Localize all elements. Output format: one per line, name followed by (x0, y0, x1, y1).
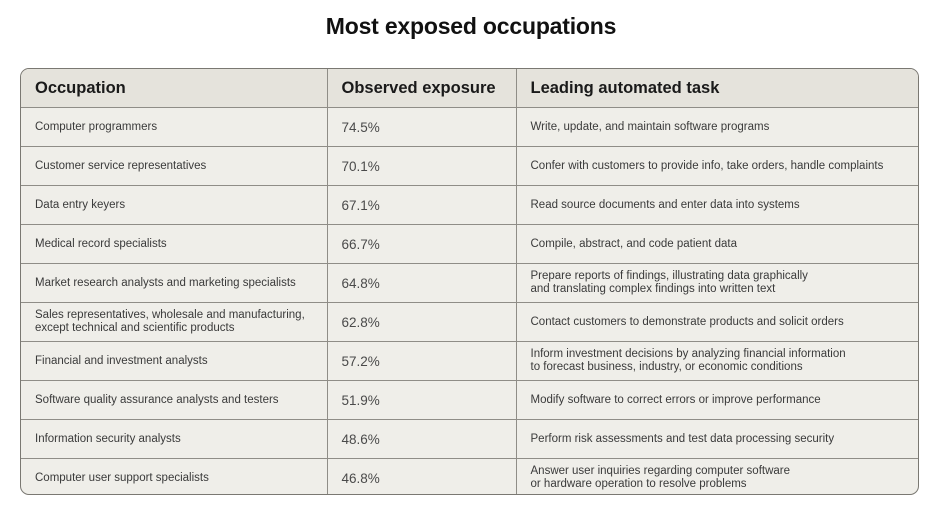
task-cell: Compile, abstract, and code patient data (515, 224, 918, 264)
occupation-cell: Market research analysts and marketing s… (21, 263, 328, 303)
page-title: Most exposed occupations (325, 13, 617, 39)
task-cell: Contact customers to demonstrate product… (515, 302, 918, 342)
table-row: Financial and investment analysts 57.2% … (21, 341, 918, 381)
occupation-cell: Customer service representatives (21, 146, 328, 186)
task-cell: Write, update, and maintain software pro… (515, 107, 918, 147)
table-row: Computer programmers 74.5% Write, update… (21, 107, 918, 147)
occupation-cell: Information security analysts (21, 419, 328, 459)
exposure-cell: 48.6% (326, 419, 517, 459)
task-cell: Prepare reports of findings, illustratin… (515, 263, 918, 303)
table-row: Data entry keyers 67.1% Read source docu… (21, 185, 918, 225)
table-row: Customer service representatives 70.1% C… (21, 146, 918, 186)
occupations-table: Occupation Observed exposure Leading aut… (20, 68, 919, 495)
table-row: Computer user support specialists 46.8% … (21, 458, 918, 494)
exposure-cell: 67.1% (326, 185, 517, 225)
task-cell: Confer with customers to provide info, t… (515, 146, 918, 186)
header-occupation: Occupation (21, 69, 328, 108)
table-row: Information security analysts 48.6% Perf… (21, 419, 918, 459)
occupation-cell: Medical record specialists (21, 224, 328, 264)
header-observed-exposure: Observed exposure (326, 69, 517, 108)
exposure-cell: 57.2% (326, 341, 517, 381)
task-cell: Inform investment decisions by analyzing… (515, 341, 918, 381)
exposure-cell: 62.8% (326, 302, 517, 342)
table-row: Software quality assurance analysts and … (21, 380, 918, 420)
exposure-cell: 70.1% (326, 146, 517, 186)
table-row: Sales representatives, wholesale and man… (21, 302, 918, 342)
occupation-cell: Computer user support specialists (21, 458, 328, 494)
occupation-cell: Data entry keyers (21, 185, 328, 225)
table-header-row: Occupation Observed exposure Leading aut… (21, 69, 918, 108)
task-cell: Modify software to correct errors or imp… (515, 380, 918, 420)
exposure-cell: 46.8% (326, 458, 517, 494)
exposure-cell: 64.8% (326, 263, 517, 303)
task-cell: Read source documents and enter data int… (515, 185, 918, 225)
header-leading-automated-task: Leading automated task (515, 69, 918, 108)
occupation-cell: Financial and investment analysts (21, 341, 328, 381)
exposure-cell: 66.7% (326, 224, 517, 264)
table-row: Medical record specialists 66.7% Compile… (21, 224, 918, 264)
occupation-cell: Computer programmers (21, 107, 328, 147)
exposure-cell: 74.5% (326, 107, 517, 147)
task-cell: Perform risk assessments and test data p… (515, 419, 918, 459)
occupation-cell: Sales representatives, wholesale and man… (21, 302, 328, 342)
exposure-cell: 51.9% (326, 380, 517, 420)
task-cell: Answer user inquiries regarding computer… (515, 458, 918, 494)
table-row: Market research analysts and marketing s… (21, 263, 918, 303)
occupation-cell: Software quality assurance analysts and … (21, 380, 328, 420)
